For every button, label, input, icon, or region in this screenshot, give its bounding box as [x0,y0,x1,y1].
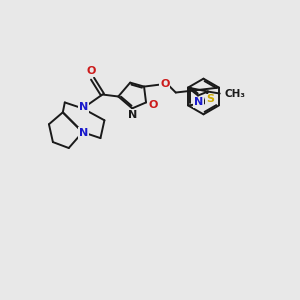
Text: N: N [79,128,88,138]
Text: N: N [79,102,88,112]
Text: N: N [128,110,137,120]
Text: N: N [194,98,204,107]
Text: O: O [160,79,170,88]
Text: O: O [87,66,96,76]
Text: O: O [148,100,158,110]
Text: CH₃: CH₃ [225,88,246,98]
Text: S: S [206,94,214,104]
